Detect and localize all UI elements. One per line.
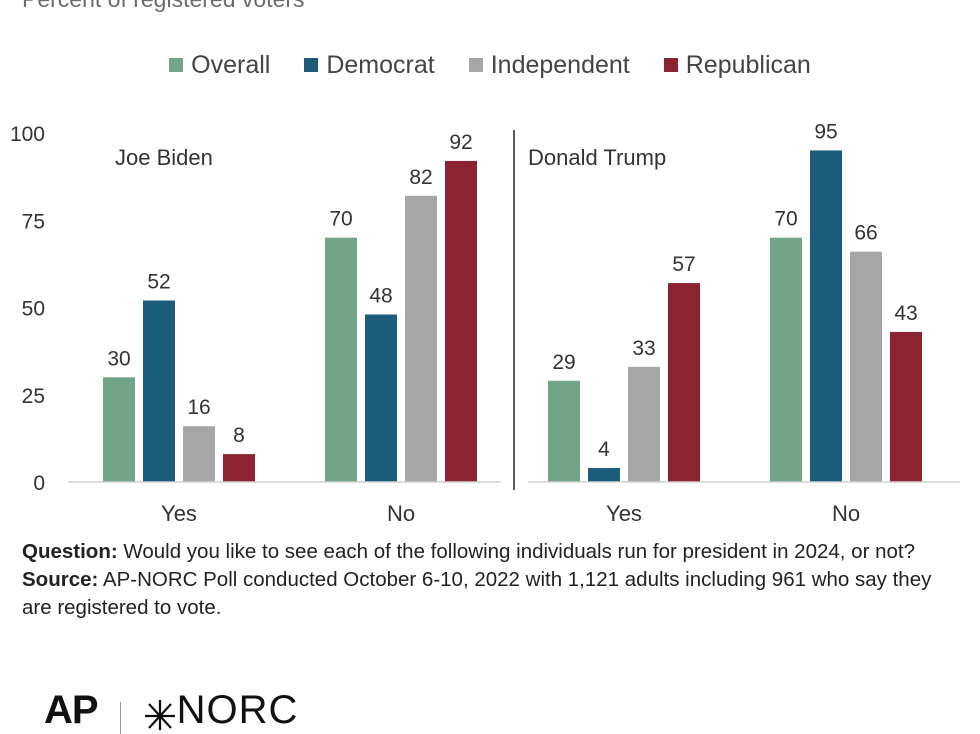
logo-bar: AP NORC [44, 688, 299, 734]
legend-label-republican: Republican [685, 50, 811, 79]
norc-logo: NORC [143, 690, 299, 730]
x-tick-label-donald-trump-no: No [832, 501, 860, 526]
bar-joe-biden-yes-overall [103, 377, 135, 482]
norc-wordmark: NORC [176, 688, 299, 732]
source-note: Source: AP-NORC Poll conducted October 6… [22, 566, 962, 622]
legend-swatch-republican [663, 58, 678, 72]
bar-donald-trump-yes-democrat [588, 468, 620, 482]
bar-donald-trump-no-independent [850, 251, 882, 482]
bar-joe-biden-no-democrat [365, 314, 397, 482]
bar-donald-trump-no-republican [890, 331, 922, 482]
data-label-joe-biden-no-republican: 92 [449, 131, 472, 154]
bar-donald-trump-no-democrat [810, 150, 842, 482]
bar-joe-biden-yes-democrat [143, 300, 175, 482]
bar-joe-biden-yes-republican [223, 454, 255, 482]
bar-joe-biden-no-overall [325, 237, 357, 482]
panel-label-joe-biden: Joe Biden [115, 145, 213, 170]
y-tick-label-100: 100 [10, 123, 45, 146]
data-label-joe-biden-no-independent: 82 [409, 166, 432, 189]
source-label: Source: [22, 568, 99, 591]
legend-swatch-democrat [304, 58, 319, 72]
bar-donald-trump-no-overall [770, 237, 802, 482]
legend-item-overall: Overall [169, 51, 270, 80]
bar-joe-biden-no-independent [405, 195, 437, 482]
norc-star-icon [144, 700, 175, 730]
legend-item-republican: Republican [663, 50, 811, 80]
chart-notes: Question: Would you like to see each of … [22, 538, 962, 622]
data-label-donald-trump-yes-overall: 29 [552, 351, 575, 374]
logo-divider [119, 702, 121, 734]
y-tick-label-0: 0 [33, 472, 45, 495]
legend-label-independent: Independent [490, 50, 630, 79]
bar-donald-trump-yes-republican [668, 283, 700, 482]
question-label: Question: [22, 540, 118, 563]
data-label-donald-trump-yes-republican: 57 [672, 253, 695, 276]
data-label-joe-biden-no-overall: 70 [329, 208, 352, 231]
legend-swatch-independent [468, 58, 483, 72]
x-tick-label-joe-biden-no: No [387, 501, 415, 526]
chart-legend: Overall Democrat Independent Republican [0, 48, 980, 82]
x-tick-label-donald-trump-yes: Yes [606, 501, 642, 526]
x-tick-label-joe-biden-yes: Yes [161, 501, 197, 526]
chart-subtitle: Percent of registered voters [22, 0, 305, 13]
source-text: AP-NORC Poll conducted October 6-10, 202… [22, 568, 932, 619]
legend-item-independent: Independent [468, 50, 630, 80]
data-label-joe-biden-yes-overall: 30 [107, 347, 130, 370]
bar-joe-biden-no-republican [445, 160, 477, 483]
bar-donald-trump-yes-overall [548, 380, 580, 482]
question-note: Question: Would you like to see each of … [22, 538, 962, 566]
ap-logo: AP [44, 688, 99, 732]
data-label-donald-trump-yes-independent: 33 [632, 337, 655, 360]
data-label-donald-trump-no-overall: 70 [774, 208, 797, 231]
legend-label-overall: Overall [191, 50, 271, 79]
bar-joe-biden-yes-independent [183, 426, 215, 482]
legend-item-democrat: Democrat [304, 50, 435, 80]
bar-chart: 0 25 50 75 100 30 52 16 8 Yes 70 48 82 92 No 29 4 33 57 Yes… [10, 120, 960, 526]
legend-label-democrat: Democrat [326, 50, 435, 79]
panel-label-donald-trump: Donald Trump [528, 145, 666, 170]
legend-swatch-overall [169, 58, 184, 72]
question-text: Would you like to see each of the follow… [117, 540, 915, 563]
data-label-joe-biden-yes-democrat: 52 [147, 271, 170, 294]
data-label-donald-trump-no-democrat: 95 [814, 120, 837, 143]
data-label-joe-biden-yes-republican: 8 [233, 424, 245, 447]
y-tick-label-50: 50 [22, 298, 45, 321]
data-label-donald-trump-no-republican: 43 [894, 302, 917, 325]
data-label-joe-biden-no-democrat: 48 [369, 284, 392, 307]
data-label-donald-trump-yes-democrat: 4 [598, 438, 610, 461]
data-label-donald-trump-no-independent: 66 [854, 222, 877, 245]
y-tick-label-25: 25 [22, 385, 45, 408]
y-tick-label-75: 75 [22, 210, 45, 233]
bar-donald-trump-yes-independent [628, 366, 660, 482]
data-label-joe-biden-yes-independent: 16 [187, 396, 210, 419]
